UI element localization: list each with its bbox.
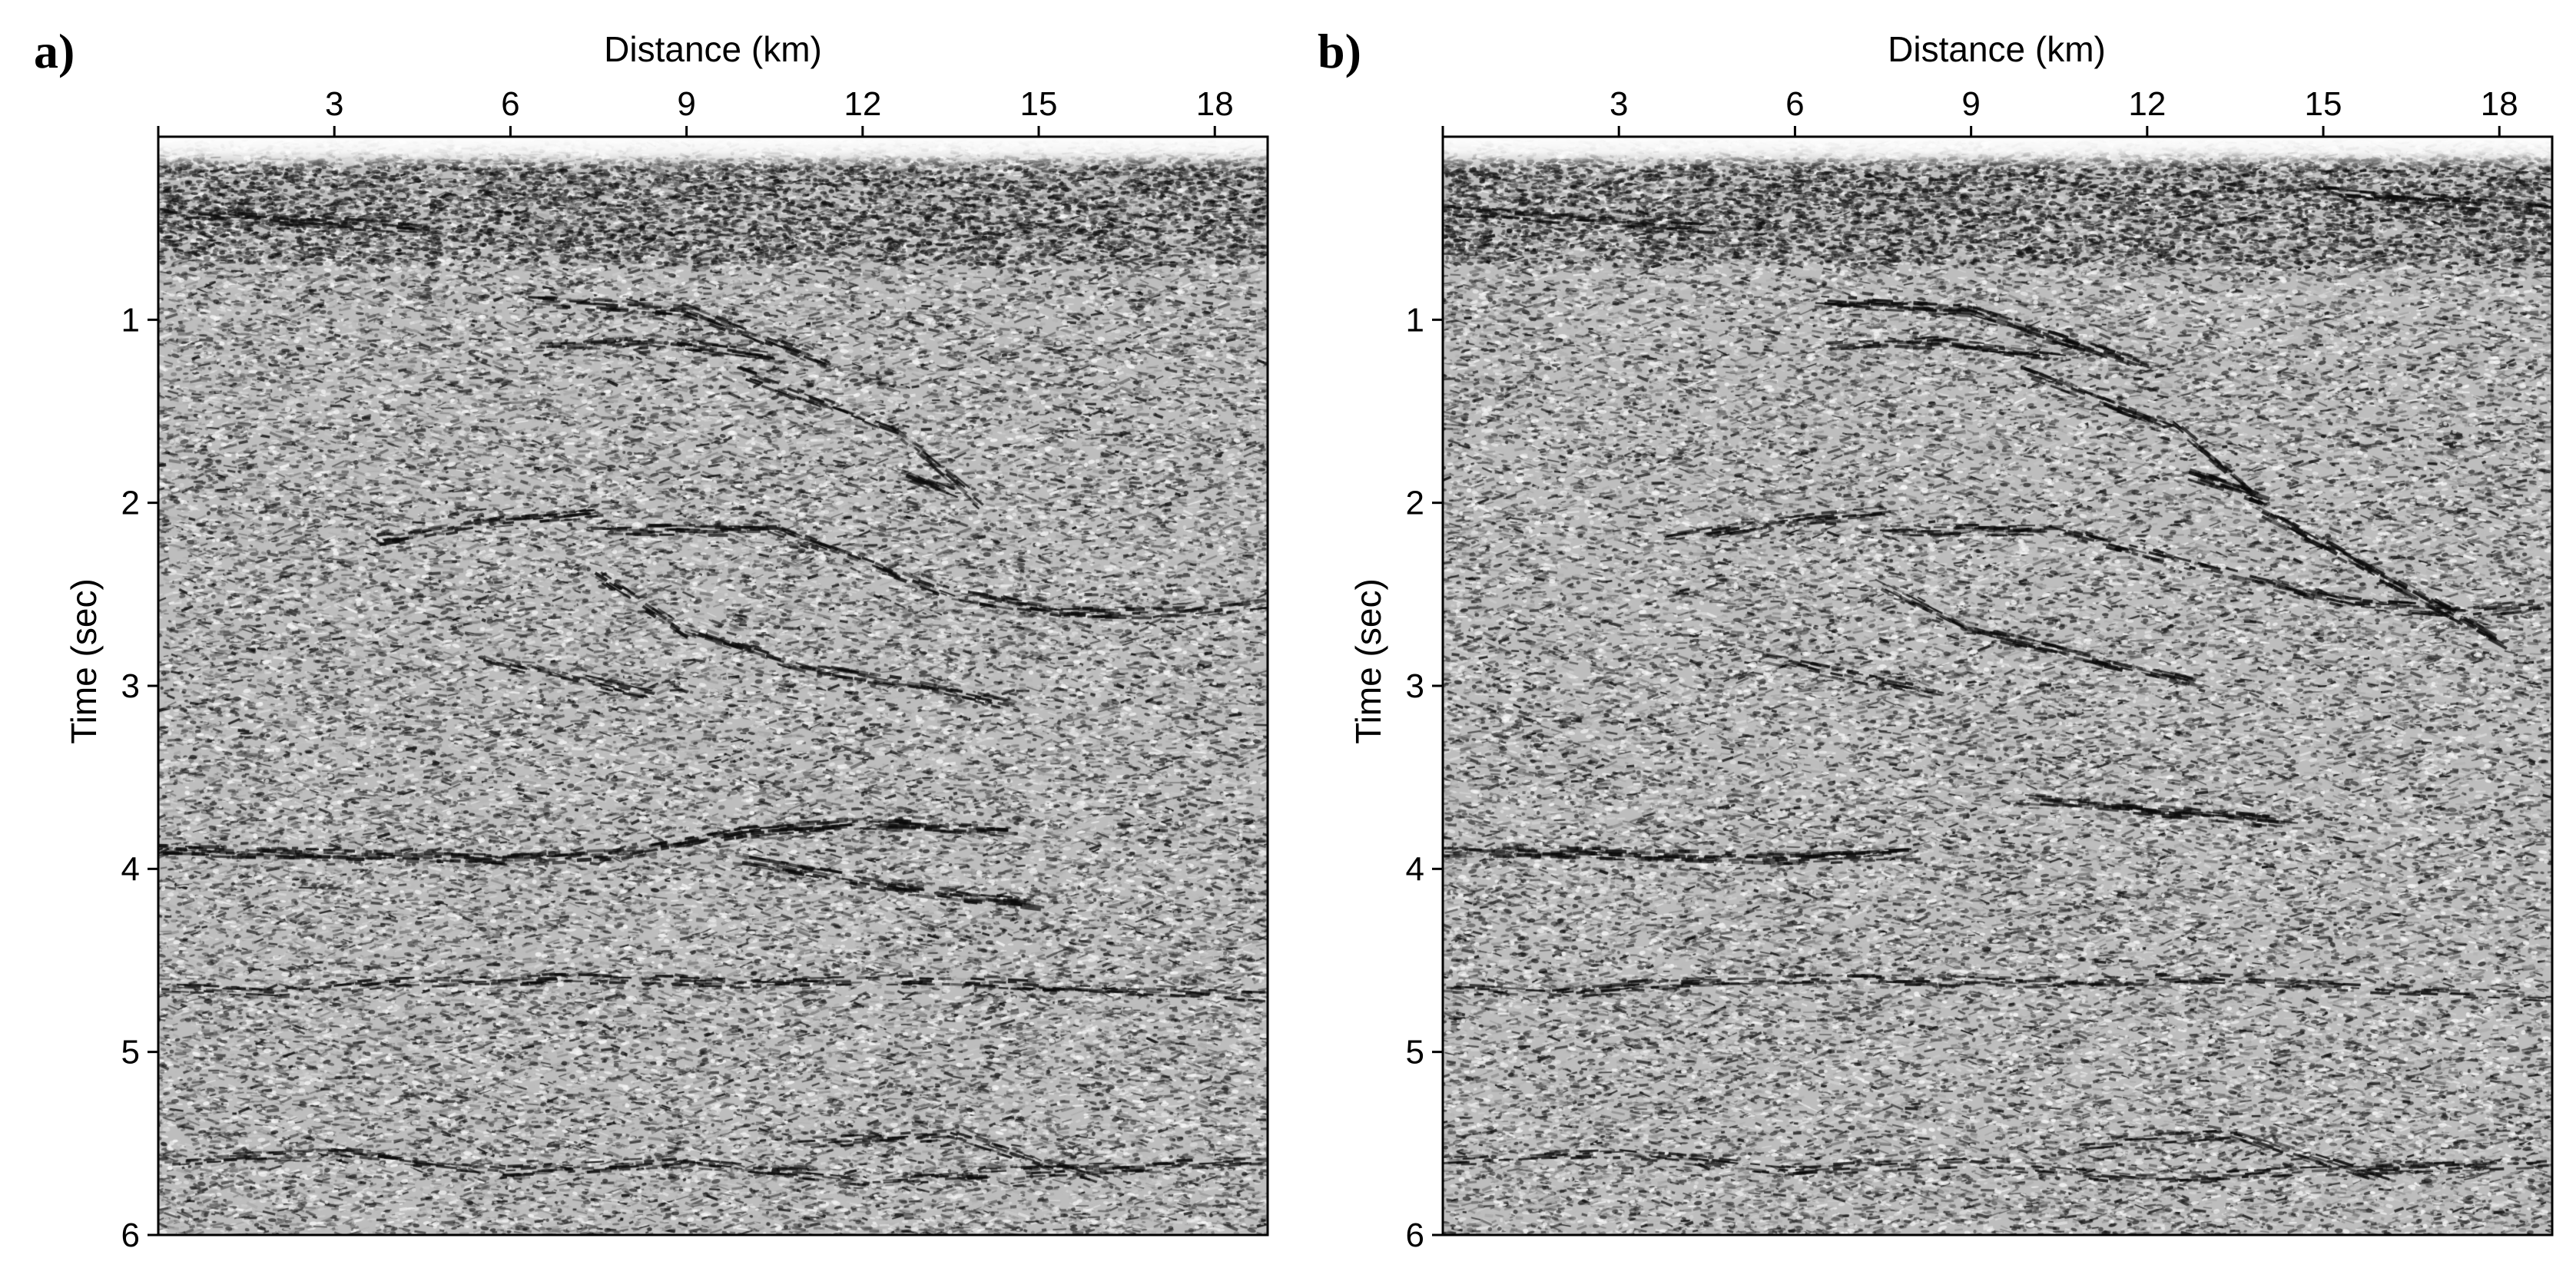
panel-b-y-tick-label: 4 <box>1406 850 1424 888</box>
panel-a-y-tick-label: 5 <box>121 1034 140 1071</box>
panel-a-x-tick-label: 12 <box>844 85 881 123</box>
panel-b-y-axis-title: Time (sec) <box>1348 578 1388 744</box>
panel-b-x-axis-title: Distance (km) <box>1888 29 2106 69</box>
panel-a-y-tick-label: 3 <box>121 667 140 705</box>
panel-a-x-tick-label: 15 <box>1020 85 1058 123</box>
panel-a-y-axis-title: Time (sec) <box>64 578 104 744</box>
panel-a-y-tick-label: 2 <box>121 485 140 522</box>
panel-a-label: a) <box>34 24 75 78</box>
panel-b-x-tick-label: 9 <box>1961 85 1980 123</box>
panel-b-x-tick-label: 12 <box>2128 85 2166 123</box>
panel-b-x-tick-label: 3 <box>1610 85 1628 123</box>
panel-a-y-tick-label: 1 <box>121 301 140 339</box>
panel-b-label: b) <box>1318 24 1361 78</box>
panel-b: b) Distance (km) Time (sec) 3 6 9 12 15 18123… <box>1318 24 2554 1254</box>
panel-a-x-tick-label: 6 <box>501 85 519 123</box>
panel-a-y-tick-label: 4 <box>121 850 140 888</box>
panel-a-y-tick-label: 6 <box>121 1217 140 1254</box>
panel-b-y-tick-label: 1 <box>1406 301 1424 339</box>
panel-a: a) Distance (km) Time (sec) 3 6 9 12 15 18123… <box>34 24 1269 1254</box>
panel-b-x-tick-label: 18 <box>2481 85 2518 123</box>
panel-a-x-axis-title: Distance (km) <box>604 29 822 69</box>
panel-a-x-tick-label: 3 <box>325 85 343 123</box>
panel-b-y-tick-label: 2 <box>1406 485 1424 522</box>
panel-b-y-tick-label: 6 <box>1406 1217 1424 1254</box>
panel-a-x-tick-label: 9 <box>677 85 695 123</box>
panel-b-seismic-image <box>1443 137 2552 1235</box>
panel-b-y-tick-label: 3 <box>1406 667 1424 705</box>
panel-b-x-tick-label: 6 <box>1785 85 1804 123</box>
panel-a-x-tick-label: 18 <box>1196 85 1234 123</box>
panel-a-seismic-image <box>158 137 1268 1235</box>
panel-b-y-tick-label: 5 <box>1406 1034 1424 1071</box>
panel-b-x-tick-label: 15 <box>2305 85 2342 123</box>
